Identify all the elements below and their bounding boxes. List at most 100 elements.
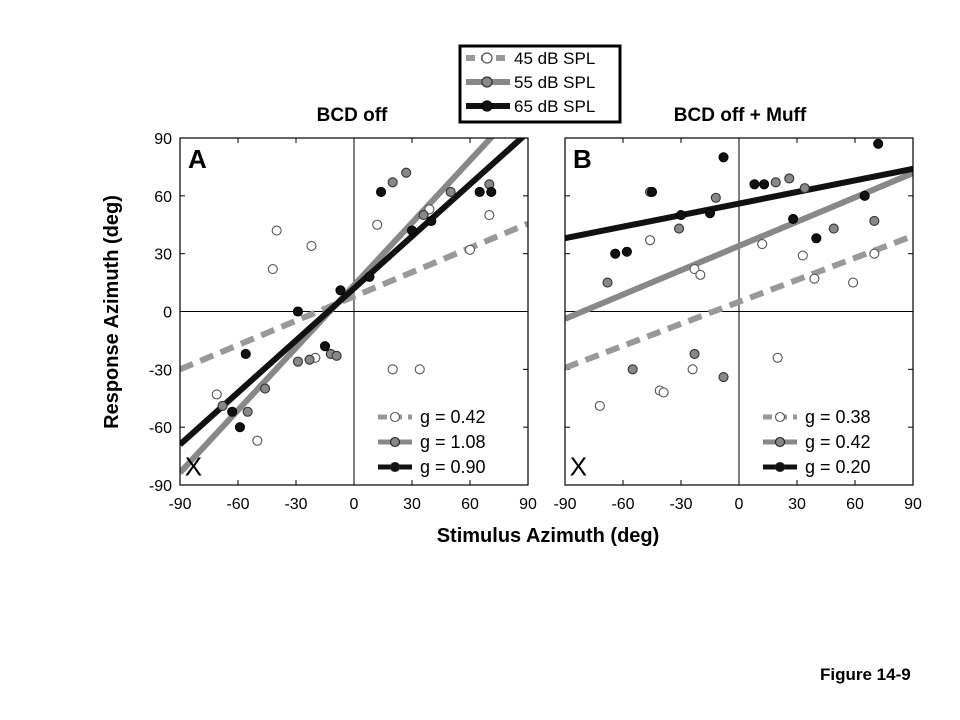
panel-a-xtick-label: 0 xyxy=(350,496,359,513)
panel-b-xtick-label: 90 xyxy=(904,496,922,513)
panel-a-gain-marker-65db xyxy=(389,461,401,473)
panel-a-point-45db xyxy=(484,210,495,221)
panel-a: -90-90 -60 -60 -30 -30 0 0 30 30 60 60 90 90 A Xg = 0.… xyxy=(149,131,537,513)
panel-b-point-65db xyxy=(873,138,884,149)
panel-b-x-marker: X xyxy=(570,452,587,482)
panel-b-point-55db xyxy=(869,215,880,226)
panel-b-point-65db xyxy=(788,213,799,225)
panel-b-point-45db xyxy=(695,269,706,280)
panel-a-point-65db xyxy=(240,348,251,359)
panel-b-gain-label-45db: g = 0.38 xyxy=(805,407,871,427)
panel-a-point-65db xyxy=(474,186,485,198)
panel-a-point-45db xyxy=(387,364,398,375)
panel-b-point-45db xyxy=(658,387,669,398)
panel-a-point-55db xyxy=(387,177,398,188)
panel-b-fit-line-65db xyxy=(565,165,913,242)
panel-b-point-65db xyxy=(759,179,770,190)
panel-a-point-55db xyxy=(304,354,315,365)
panel-b-xtick-label: 0 xyxy=(735,496,744,513)
panel-b-point-45db xyxy=(797,250,808,261)
panel-a-point-65db xyxy=(426,215,437,226)
panel-b-xtick-label: -90 xyxy=(553,496,576,513)
panel-a-letter: A xyxy=(188,144,207,174)
panel-a-gain-marker-55db xyxy=(389,436,401,448)
panel-b-point-65db xyxy=(859,190,870,201)
panel-a-point-55db xyxy=(292,356,303,367)
panel-a-gain-label-45db: g = 0.42 xyxy=(420,407,486,427)
panel-b-gain-label-65db: g = 0.20 xyxy=(805,457,871,477)
panel-a-point-65db xyxy=(376,186,387,198)
panel-b-point-55db xyxy=(602,277,613,288)
legend-label-65: 65 dB SPL xyxy=(514,97,595,116)
panel-a-frame xyxy=(179,137,529,486)
panel-a-ytick-label: -30 xyxy=(149,362,172,379)
x-axis-title: Stimulus Azimuth (deg) xyxy=(437,525,660,547)
panel-b-gain-label-55db: g = 0.42 xyxy=(805,432,871,452)
panel-b-regression-lines xyxy=(565,165,913,371)
panel-b-point-65db xyxy=(621,246,632,257)
panel-b-fit-line-55db xyxy=(565,170,913,322)
panel-b-point-65db xyxy=(749,179,760,190)
panel-a-point-45db xyxy=(372,219,383,230)
panel-a-point-65db xyxy=(292,306,303,317)
panel-b-point-45db xyxy=(645,235,656,246)
panel-b-point-45db xyxy=(809,273,820,284)
panel-b-point-65db xyxy=(675,210,687,221)
panel-a-point-65db xyxy=(234,422,245,433)
panel-b-point-45db xyxy=(687,364,698,375)
panel-a-point-45db xyxy=(211,389,222,400)
panel-b-point-45db xyxy=(594,400,605,412)
panel-a-point-65db xyxy=(335,285,346,296)
legend-label-55: 55 dB SPL xyxy=(514,73,595,92)
panel-b: -90 -60 -30 0 30 60 90 B Xg = 0.38 g = 0.42 g = 0.… xyxy=(553,137,922,513)
panel-a-point-55db xyxy=(445,186,456,198)
panel-b-point-55db xyxy=(828,223,839,234)
panel-b-point-55db xyxy=(799,183,810,194)
panel-a-point-45db xyxy=(267,264,278,275)
panel-b-xtick-label: 60 xyxy=(846,496,864,513)
panel-b-point-65db xyxy=(811,233,822,244)
panel-b-point-65db xyxy=(718,152,729,163)
panel-b-point-45db xyxy=(869,248,880,259)
panel-b-point-55db xyxy=(770,177,781,188)
panel-a-fit-line-65db xyxy=(180,138,527,447)
panel-b-xtick-label: -30 xyxy=(669,496,692,513)
panel-b-xtick-label: 30 xyxy=(788,496,806,513)
panel-a-point-55db xyxy=(242,406,253,417)
panel-b-point-55db xyxy=(689,348,700,359)
panel-b-gain-marker-55db xyxy=(774,436,786,448)
panel-b-frame xyxy=(564,137,914,486)
panel-a-point-45db xyxy=(306,240,317,252)
panel-a-ytick-label: 60 xyxy=(154,189,172,206)
legend-marker-55 xyxy=(481,76,493,88)
panel-b-point-65db xyxy=(646,186,658,198)
panel-a-x-marker: X xyxy=(185,452,202,482)
panel-b-letter: B xyxy=(573,144,592,174)
panel-a-point-65db xyxy=(406,225,418,236)
panel-a-point-65db xyxy=(227,406,238,417)
panel-a-point-55db xyxy=(331,350,342,361)
panel-a-point-55db xyxy=(418,210,429,221)
panel-a-point-45db xyxy=(414,364,425,375)
panel-a-xtick-label: 90 xyxy=(519,496,537,513)
panel-a-xtick-label: 60 xyxy=(461,496,479,513)
panel-a-ytick-label: 90 xyxy=(154,131,172,148)
panel-a-point-55db xyxy=(217,400,228,412)
panel-b-point-55db xyxy=(710,192,721,203)
panel-b-title: BCD off + Muff xyxy=(674,105,807,126)
panel-a-xtick-label: -30 xyxy=(284,496,307,513)
panel-a-point-45db xyxy=(271,225,282,236)
panel-a-point-65db xyxy=(364,271,375,282)
panel-a-point-65db xyxy=(486,186,497,198)
y-axis-title: Response Azimuth (deg) xyxy=(101,195,123,429)
panel-b-point-65db xyxy=(610,248,621,259)
panel-b-point-55db xyxy=(674,223,685,234)
panel-b-fit-line-45db xyxy=(565,233,913,371)
panel-b-gain-marker-45db xyxy=(774,411,786,423)
legend-label-45: 45 dB SPL xyxy=(514,49,595,68)
panel-a-gain-label-55db: g = 1.08 xyxy=(420,432,486,452)
panel-a-gain-label-65db: g = 0.90 xyxy=(420,457,486,477)
panel-b-gain-marker-65db xyxy=(774,461,786,473)
